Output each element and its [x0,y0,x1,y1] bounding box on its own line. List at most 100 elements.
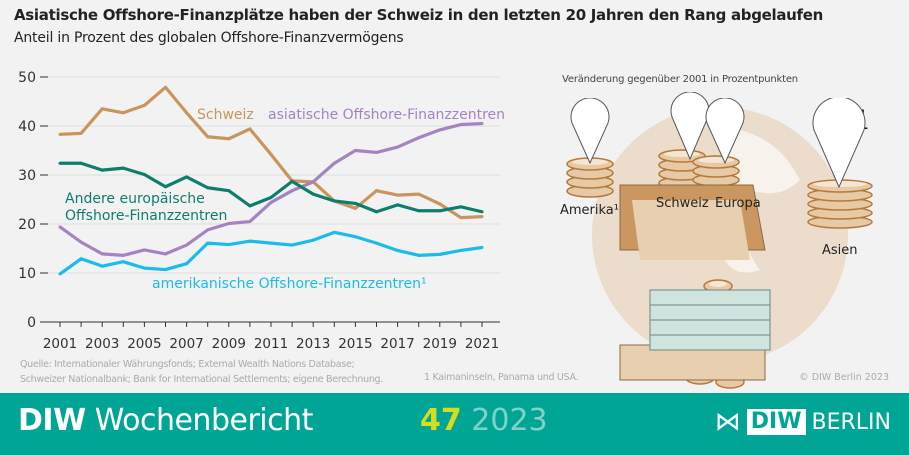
data-point [375,210,378,214]
data-point [185,175,189,179]
issue: 47 2023 [420,403,548,438]
series-line-3 [59,230,483,276]
brand-name: Wochenbericht [94,403,314,438]
data-point [480,246,484,250]
data-point [121,166,125,170]
data-point [480,122,484,126]
region-label: Amerika¹ [560,203,619,218]
copyright: © DIW Berlin 2023 [799,372,889,383]
x-tick-label: 2019 [423,336,457,352]
data-point [375,241,378,245]
data-point [100,168,104,172]
data-point [142,103,146,107]
data-point [142,173,146,177]
y-tick-label: 20 [18,217,36,233]
data-point [248,239,252,243]
label-asia: asiatische Offshore-Finanzzentren [268,107,505,123]
data-point [417,136,421,140]
source-line-2: Schweizer Nationalbank; Bank for Interna… [20,374,384,385]
data-point [58,225,62,229]
data-point [332,230,336,234]
data-point [248,204,252,208]
x-tick-label: 2013 [296,336,330,352]
x-tick-label: 2001 [43,336,77,352]
data-point [290,243,294,247]
data-point [438,128,442,132]
data-point [248,127,252,131]
y-tick-label: 10 [18,266,36,282]
logo-mark-icon: ⋈ [714,407,741,437]
region-label: Schweiz [656,196,709,211]
data-point [227,189,231,193]
illustration-caption: Veränderung gegenüber 2001 in Prozentpun… [562,74,798,85]
data-point [79,240,83,244]
data-point [311,180,315,184]
x-tick-label: 2009 [212,336,246,352]
data-point [100,252,104,256]
data-point [480,215,484,219]
map-pin-icon [812,98,866,188]
x-tick-label: 2007 [169,336,203,352]
data-point [396,248,400,252]
data-point [311,238,315,242]
line-chart: 0 10 20 30 40 50 2001 2003 2005 2007 2009 2011 2013 2… [18,70,505,352]
data-point [332,199,336,203]
data-point [79,161,83,165]
data-point [227,243,231,247]
region-label: Europa [715,196,761,211]
data-point [480,210,484,214]
data-point [164,252,167,256]
label-schweiz: Schweiz [197,107,254,123]
data-point [438,202,442,206]
x-tick-label: 2003 [85,336,119,352]
data-point [353,149,357,152]
x-tick-label: 2005 [127,336,161,352]
data-point [121,111,125,115]
chart-subtitle: Anteil in Prozent des globalen Offshore-… [14,30,404,46]
data-point [58,161,62,165]
data-point [459,205,463,209]
x-tick-label: 2021 [465,336,499,352]
data-point [332,161,336,165]
data-point [269,152,273,156]
data-point [206,186,210,190]
data-point [58,132,62,136]
data-point [58,272,62,276]
data-point [269,196,273,200]
coin-top [709,281,727,287]
data-point [353,235,357,239]
x-tick-label: 2015 [338,336,372,352]
data-point [396,145,400,149]
data-point [375,189,378,193]
issue-number: 47 [420,403,462,438]
globe-illustration [566,107,873,389]
data-point [290,179,294,183]
x-tick-label: 2017 [380,336,414,352]
y-tick-label: 50 [18,70,36,86]
data-point [185,243,189,247]
source-note: Quelle: Internationaler Währungsfonds; E… [20,357,383,387]
source-line-1: Quelle: Internationaler Währungsfonds; E… [20,359,355,370]
data-point [79,131,83,135]
data-point [396,203,400,207]
data-point [227,222,231,226]
chart-title: Asiatische Offshore-Finanzplätze haben d… [14,6,824,24]
brand: DIW Wochenbericht [18,403,313,438]
data-point [185,111,189,115]
footnote: 1 Kaimaninseln, Panama und USA. [424,372,579,383]
data-point [206,135,210,139]
data-point [248,220,252,224]
data-point [206,228,210,232]
data-point [121,260,125,264]
data-point [164,268,167,272]
brand-bold: DIW [18,403,86,438]
data-point [100,264,104,268]
data-point [438,209,442,213]
data-point [396,193,400,197]
data-point [79,257,83,261]
map-pin-icon [705,98,745,164]
logo-box: DIW [746,409,806,435]
suitcase-icon [619,184,771,381]
region-label: Asien [822,243,858,258]
data-point [353,201,357,205]
